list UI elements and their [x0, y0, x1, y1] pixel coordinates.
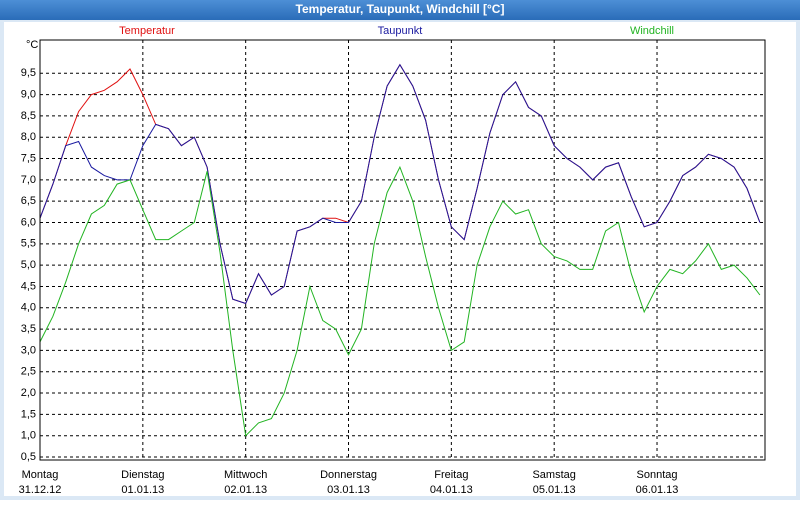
y-tick-label: 9,5 — [21, 67, 36, 79]
chart-area — [4, 22, 796, 496]
y-tick-label: 4,5 — [21, 280, 36, 292]
x-tick-label: Freitag — [434, 469, 468, 481]
y-tick-label: 1,5 — [21, 408, 36, 420]
title-bar — [0, 0, 800, 20]
y-tick-label: 3,5 — [21, 323, 36, 335]
y-tick-label: 2,0 — [21, 387, 36, 399]
x-tick-date: 05.01.13 — [533, 484, 576, 496]
x-tick-date: 01.01.13 — [121, 484, 164, 496]
x-tick-label: Mittwoch — [224, 469, 267, 481]
y-tick-label: 2,5 — [21, 366, 36, 378]
x-tick-label: Dienstag — [121, 469, 164, 481]
y-tick-label: 3,0 — [21, 344, 36, 356]
y-tick-label: 6,5 — [21, 195, 36, 207]
x-tick-date: 03.01.13 — [327, 484, 370, 496]
legend-label: Taupunkt — [378, 25, 423, 37]
x-tick-label: Sonntag — [637, 469, 678, 481]
y-tick-label: 7,0 — [21, 174, 36, 186]
x-tick-label: Donnerstag — [320, 469, 377, 481]
legend-label: Temperatur — [119, 25, 175, 37]
y-tick-label: 7,5 — [21, 152, 36, 164]
x-tick-date: 31.12.12 — [19, 484, 62, 496]
chart-title: Temperatur, Taupunkt, Windchill [°C] — [296, 2, 505, 16]
y-tick-label: 8,5 — [21, 110, 36, 122]
y-unit: °C — [26, 39, 38, 51]
series-line — [39, 63, 761, 305]
y-tick-label: 9,0 — [21, 88, 36, 100]
y-tick-label: 4,0 — [21, 302, 36, 314]
series-line — [39, 165, 761, 437]
legend-label: Windchill — [630, 25, 674, 37]
x-tick-date: 06.01.13 — [636, 484, 679, 496]
x-tick-label: Samstag — [532, 469, 575, 481]
x-tick-date: 04.01.13 — [430, 484, 473, 496]
x-tick-date: 02.01.13 — [224, 484, 267, 496]
y-tick-label: 0,5 — [21, 451, 36, 463]
x-tick-label: Montag — [22, 469, 59, 481]
y-tick-label: 6,0 — [21, 216, 36, 228]
y-tick-label: 8,0 — [21, 131, 36, 143]
y-tick-label: 5,5 — [21, 238, 36, 250]
y-tick-label: 5,0 — [21, 259, 36, 271]
plot-border — [39, 39, 766, 461]
y-tick-label: 1,0 — [21, 430, 36, 442]
